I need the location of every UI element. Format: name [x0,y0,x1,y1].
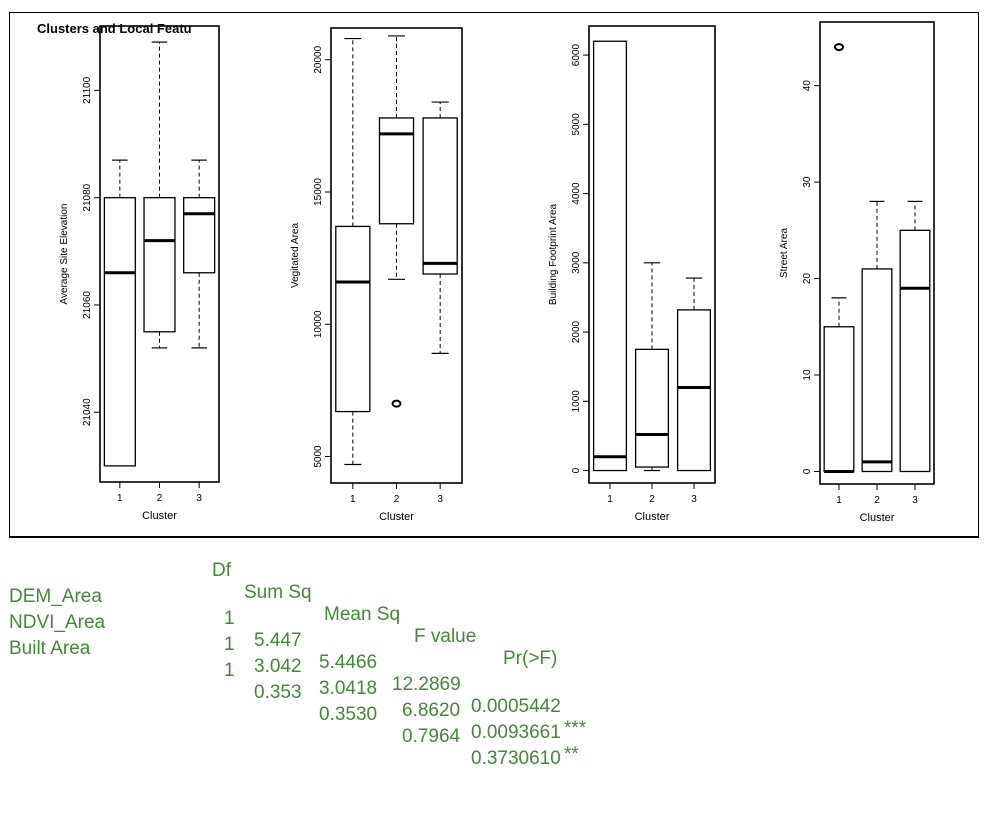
row-f-value: 6.8620 [402,700,461,721]
row-f-value: 0.7964 [402,726,461,747]
y-tick-label: 21040 [82,398,93,426]
y-tick-label: 2000 [571,320,582,343]
box-iqr [634,348,670,468]
y-tick-label: 21100 [82,76,93,104]
row-mean-sq: 5.4466 [319,652,378,673]
box-iqr [378,117,415,225]
anova-table: Df Sum Sq Mean Sq F value Pr(>F) DEM_Are… [9,538,979,769]
x-tick-label: 3 [437,494,443,505]
x-tick-label: 3 [196,493,202,504]
y-tick-label: 1000 [571,390,582,413]
row-mean-sq: 3.0418 [319,678,378,699]
row-term: NDVI_Area [9,612,106,633]
box-iqr [823,326,855,473]
header-pr-f: Pr(>F) [503,648,558,669]
box-iqr [899,229,931,473]
header-mean-sq: Mean Sq [324,604,401,625]
row-sum-sq: 3.042 [254,656,302,677]
figure-title: Clusters and Local Featu [37,21,192,36]
y-tick-label: 15000 [313,178,324,206]
y-tick-label: 3000 [571,251,582,274]
x-tick-label: 2 [157,493,163,504]
anova-header: Df Sum Sq Mean Sq F value Pr(>F) [9,538,557,692]
row-p-value: 0.0093661 [471,722,561,743]
x-tick-label: 3 [691,494,697,505]
row-df: 1 [224,634,235,655]
row-df: 1 [224,608,235,629]
box-iqr [676,309,712,472]
x-tick-label: 2 [649,494,655,505]
outlier-point [391,399,402,408]
x-axis-title: Cluster [860,512,895,524]
x-tick-label: 3 [912,495,918,506]
anova-row-built: Built Area 1 0.353 0.3530 0.7964 0.37306… [9,616,561,814]
row-f-value: 12.2869 [392,674,461,695]
outlier-point [834,43,844,52]
row-p-value: 0.0005442 [471,696,561,717]
y-tick-label: 21080 [82,183,93,211]
y-tick-label: 4000 [571,182,582,205]
y-tick-label: 20 [802,273,813,285]
x-tick-label: 2 [394,494,400,505]
y-axis-title: Building Footprint Area [548,203,559,305]
y-tick-label: 40 [802,80,813,92]
y-tick-label: 5000 [571,113,582,136]
x-axis-title: Cluster [379,511,414,523]
header-f-value: F value [414,626,477,647]
header-sum-sq: Sum Sq [244,582,312,603]
header-df: Df [212,560,231,581]
row-df: 1 [224,660,235,681]
row-term: DEM_Area [9,586,102,607]
row-signif: *** [564,718,587,739]
row-mean-sq: 0.3530 [319,704,378,725]
y-axis-title: Average Site Elevation [59,204,70,305]
y-tick-label: 10000 [313,310,324,338]
box-iqr [422,117,458,275]
y-tick-label: 30 [802,176,813,188]
x-tick-label: 1 [117,493,123,504]
x-tick-label: 1 [607,494,613,505]
box-iqr [861,268,893,473]
y-tick-label: 5000 [313,445,324,468]
y-tick-label: 0 [802,468,813,474]
y-tick-label: 10 [802,369,813,381]
row-sum-sq: 5.447 [254,630,302,651]
y-axis-title: Street Area [779,228,790,278]
box-iqr [143,197,176,333]
box-iqr [103,197,136,467]
box-iqr [335,225,371,413]
x-tick-label: 1 [350,494,356,505]
x-tick-label: 1 [836,495,842,506]
row-sum-sq: 0.353 [254,682,302,703]
y-tick-label: 20000 [313,45,324,73]
row-term: Built Area [9,638,91,659]
x-axis-title: Cluster [635,511,670,523]
x-axis-title: Cluster [142,510,177,522]
y-tick-label: 21060 [82,291,93,319]
box-iqr [592,40,628,472]
y-tick-label: 0 [571,467,582,473]
x-tick-label: 2 [874,495,880,506]
figure-frame [9,12,979,538]
box-iqr [183,197,216,274]
row-p-value: 0.3730610 [471,748,561,769]
row-signif: ** [564,744,579,765]
y-axis-title: Vegitated Area [290,223,301,288]
y-tick-label: 6000 [571,44,582,67]
